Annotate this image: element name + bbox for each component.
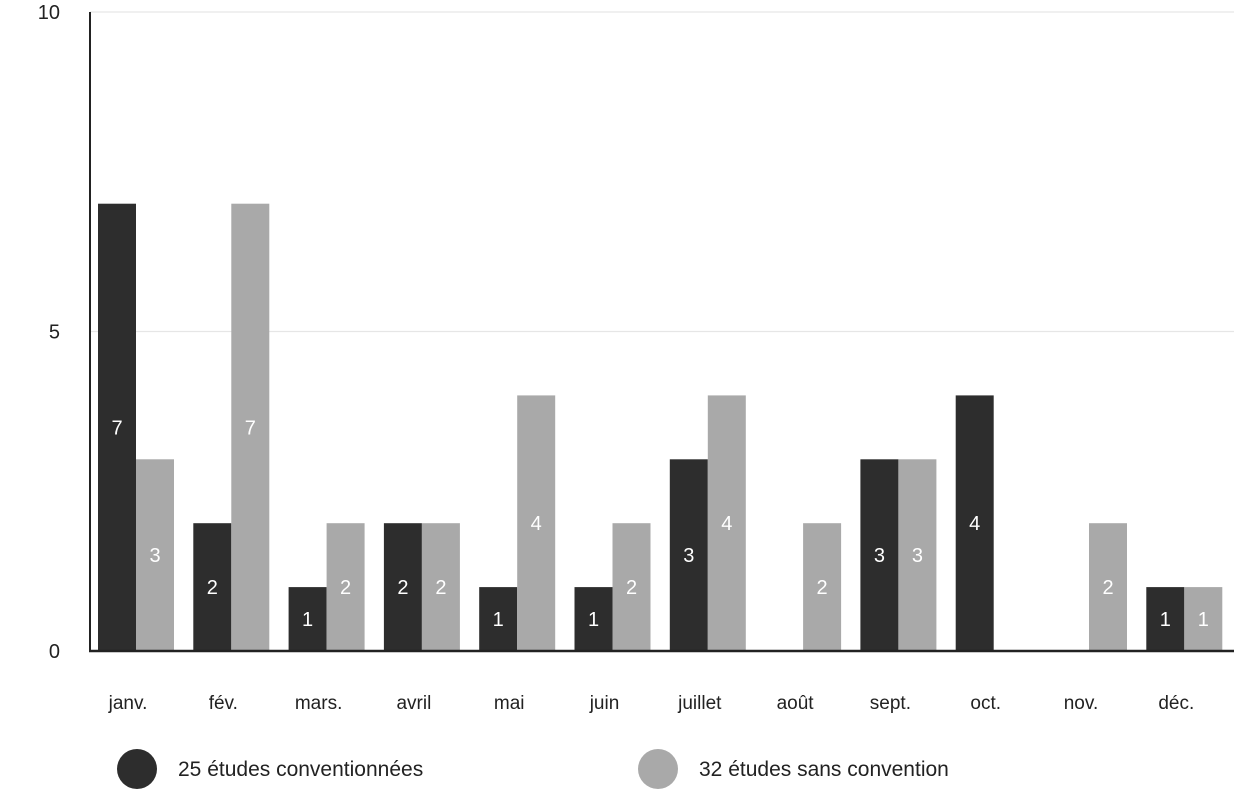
legend-swatch [117,749,157,789]
bar-series-1 [479,587,518,651]
bar-data-label: 3 [874,545,885,567]
x-category-label: nov. [1064,693,1099,714]
bar-data-label: 4 [531,513,542,535]
bar-series-1 [955,395,994,651]
bar-series-2 [898,459,937,651]
bar-data-label: 2 [340,577,351,599]
bar-series-1 [193,523,232,651]
y-tick-label: 0 [49,641,60,663]
x-category-label: avril [396,693,431,714]
legend-label: 25 études conventionnées [178,758,423,781]
bar-data-label: 1 [588,609,599,631]
bar-data-label: 2 [397,577,408,599]
bar-series-1 [860,459,899,651]
bar-data-label: 1 [302,609,313,631]
bar-data-label: 2 [817,577,828,599]
bar-series-2 [707,395,746,651]
y-axis-ticks: 0 5 10 [38,2,60,663]
bar-data-label: 1 [493,609,504,631]
x-category-label: sept. [870,693,911,714]
gridlines [90,11,1234,333]
x-category-label: déc. [1158,693,1194,714]
y-tick-label: 5 [49,322,60,344]
bar-series-1 [574,587,613,651]
bar-series-2 [612,523,651,651]
bar-series-2 [517,395,556,651]
legend-swatch [638,749,678,789]
bar-data-label: 3 [912,545,923,567]
bar-series-2 [1089,523,1127,651]
y-tick-label: 10 [38,2,60,24]
bar-series-1 [669,459,708,651]
x-axis-labels: janv. fév. mars. avril mai juin juillet août sep… [108,693,1195,714]
bar-series-1 [288,587,327,651]
x-category-label: oct. [970,693,1001,714]
legend: 25 études conventionnées 32 études sans c… [117,749,949,789]
x-category-label: mai [494,693,525,714]
bar-data-label: 3 [683,545,694,567]
x-category-label: août [777,693,815,714]
bar-series-2 [326,523,365,651]
legend-label: 32 études sans convention [699,758,949,781]
bar-data-label: 2 [1102,577,1113,599]
x-category-label: mars. [295,693,343,714]
axes [89,12,1234,653]
bar-series-2 [421,523,460,651]
bar-series-2 [803,523,842,651]
bar-series-1 [98,203,136,651]
bar-data-label: 1 [1160,609,1171,631]
bar-data-label: 7 [111,417,122,439]
x-category-label: fév. [209,693,238,714]
x-category-label: juin [589,693,620,714]
bar-data-label: 3 [149,545,160,567]
bar-series-1 [383,523,422,651]
bar-data-label: 2 [435,577,446,599]
bar-data-label: 2 [207,577,218,599]
bar-series-2 [136,459,174,651]
bar-data-label: 1 [1198,609,1209,631]
bar-data-label: 4 [721,513,732,535]
bar-series-1 [1146,587,1185,651]
bar-data-label: 2 [626,577,637,599]
bar-series-2 [231,203,270,651]
bar-data-label: 7 [245,417,256,439]
x-category-label: janv. [108,693,148,714]
x-category-label: juillet [677,693,722,714]
bar-data-label: 4 [969,513,980,535]
bar-series-2 [1184,587,1223,651]
